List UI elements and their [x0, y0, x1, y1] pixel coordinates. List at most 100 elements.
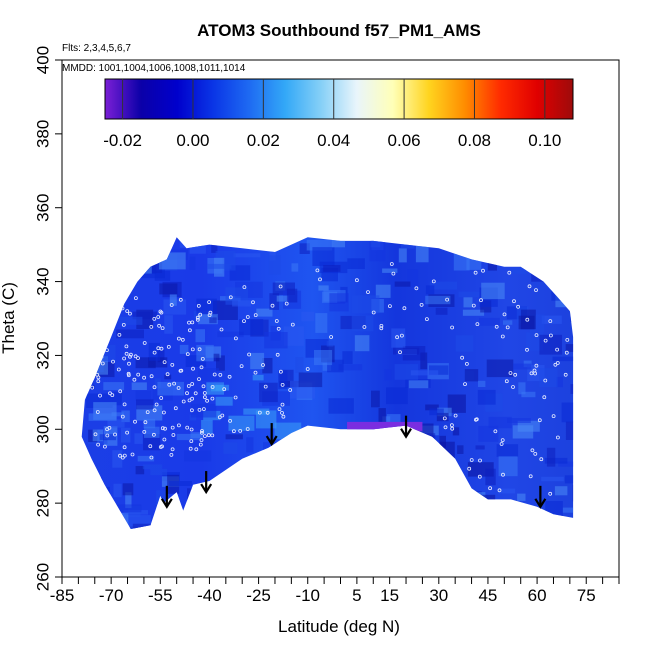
- sample-point: [158, 445, 163, 449]
- heatmap-cell: [413, 447, 423, 468]
- sample-point: [95, 410, 100, 414]
- heatmap-cell: [254, 507, 264, 515]
- heatmap-cell: [224, 495, 233, 503]
- sample-point: [543, 378, 548, 383]
- heatmap-cell: [386, 387, 408, 405]
- heatmap-cell: [331, 488, 354, 496]
- heatmap-cell: [420, 352, 428, 370]
- heatmap-cell: [303, 527, 314, 530]
- heatmap-cell: [103, 344, 116, 361]
- sample-point: [156, 346, 161, 351]
- heatmap-cell: [212, 532, 222, 539]
- heatmap-cell: [458, 291, 480, 298]
- sample-point: [533, 451, 538, 456]
- heatmap-cell: [189, 237, 206, 254]
- heatmap-cell: [131, 382, 147, 390]
- colorbar-tick-label: 0.02: [247, 131, 280, 150]
- colorbar-tick-label: 0.00: [176, 131, 209, 150]
- sample-point: [493, 429, 498, 434]
- heatmap-cell: [291, 263, 299, 272]
- sample-point: [149, 374, 154, 379]
- sample-point: [231, 429, 236, 434]
- sample-point: [197, 407, 202, 412]
- heatmap-cell: [157, 349, 165, 363]
- sample-point: [245, 315, 250, 319]
- sample-points-group: [90, 262, 570, 496]
- sample-point: [275, 352, 280, 357]
- sample-point: [193, 391, 198, 396]
- heatmap-cell: [208, 503, 224, 511]
- sample-point: [127, 361, 131, 366]
- heatmap-cell: [550, 261, 570, 281]
- sample-point: [508, 371, 513, 375]
- heatmap-cell: [456, 246, 471, 255]
- heatmap-cell: [398, 500, 407, 516]
- sample-point: [120, 455, 125, 460]
- heatmap-cell: [116, 265, 125, 271]
- heatmap-cell: [82, 341, 94, 358]
- sample-point: [222, 387, 227, 392]
- heatmap-cell: [476, 492, 486, 510]
- heatmap-cell: [321, 448, 329, 465]
- y-tick-label: 320: [33, 341, 52, 369]
- sample-point: [187, 328, 192, 333]
- heatmap-cell: [425, 295, 451, 305]
- heatmap-cell: [266, 491, 280, 502]
- heatmap-cell: [435, 307, 448, 315]
- sample-point: [90, 329, 95, 334]
- heatmap-cell: [464, 369, 479, 382]
- heatmap-cell: [443, 484, 453, 502]
- sample-point: [228, 418, 233, 423]
- heatmap-cell: [544, 457, 568, 464]
- heatmap-cell: [143, 434, 161, 451]
- sample-point: [564, 350, 569, 355]
- heatmap-cell: [264, 453, 292, 460]
- heatmap-cell: [274, 422, 302, 440]
- heatmap-cell: [111, 412, 124, 417]
- sample-point: [379, 326, 384, 331]
- heatmap-cell: [187, 488, 206, 501]
- heatmap-cell: [558, 461, 574, 467]
- x-tick-label: -70: [99, 586, 124, 605]
- heatmap-cell: [286, 288, 298, 303]
- heatmap-cell: [261, 469, 273, 480]
- y-tick-label: 260: [33, 563, 52, 591]
- sample-point: [128, 352, 133, 357]
- x-tick-label: -25: [246, 586, 271, 605]
- sample-point: [281, 414, 286, 419]
- heatmap-cell: [84, 293, 95, 300]
- heatmap-cell: [179, 510, 204, 524]
- colorbar-tick-label: 0.10: [528, 131, 561, 150]
- sample-point: [197, 377, 201, 382]
- sample-point: [189, 427, 194, 432]
- sample-point: [196, 303, 201, 308]
- heatmap-cell: [103, 382, 125, 391]
- sample-point: [169, 303, 174, 307]
- heatmap-cell: [137, 455, 155, 462]
- sample-point: [93, 432, 98, 437]
- heatmap-cell: [291, 445, 307, 453]
- sample-point: [402, 306, 407, 311]
- heatmap-cell: [326, 340, 334, 347]
- colorbar: [104, 78, 574, 120]
- sample-point: [443, 425, 448, 430]
- heatmap-cell: [565, 421, 574, 440]
- sample-point: [525, 317, 530, 322]
- sample-point: [494, 324, 499, 329]
- sample-point: [124, 344, 129, 349]
- heatmap-cell: [541, 476, 564, 482]
- heatmap-cell: [531, 269, 550, 282]
- heatmap-cell: [559, 530, 574, 543]
- sample-point: [280, 410, 284, 415]
- heatmap-cell: [201, 420, 213, 434]
- sample-point: [176, 423, 181, 428]
- heatmap-cell: [403, 491, 415, 503]
- heatmap-cell: [213, 300, 238, 320]
- sample-point: [527, 284, 532, 289]
- colorbar-tick-label: 0.06: [388, 131, 421, 150]
- sample-point: [185, 425, 190, 430]
- heatmap-cell: [404, 530, 410, 537]
- x-tick-label: -40: [197, 586, 222, 605]
- heatmap-cell: [429, 237, 436, 242]
- sample-point: [449, 457, 454, 462]
